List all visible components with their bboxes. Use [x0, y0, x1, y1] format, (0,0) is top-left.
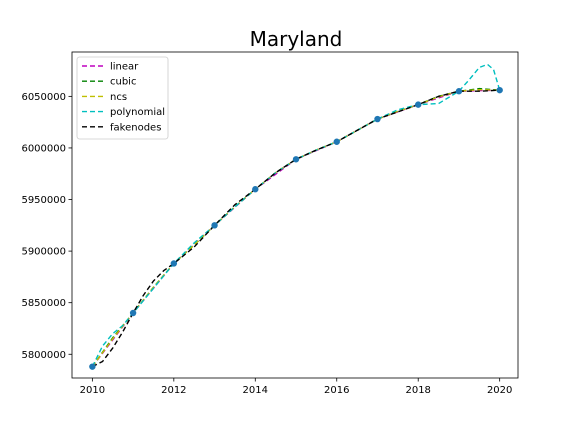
y-tick-label: 5800000 [21, 350, 66, 361]
legend-label-linear: linear [110, 62, 139, 73]
y-axis-ticks: 5800000 5850000 5900000 5950000 6000000 60500… [21, 92, 72, 361]
legend: linear cubic ncs polynomial fakenodes [76, 56, 169, 140]
data-point [415, 101, 422, 108]
legend-label-polynomial: polynomial [110, 107, 165, 118]
data-point [292, 156, 300, 163]
x-axis-ticks: 2010 2012 2014 2016 2018 2020 [80, 378, 512, 396]
y-tick-label: 5850000 [21, 298, 66, 309]
legend-label-fakenodes: fakenodes [110, 122, 161, 133]
legend-label-ncs: ncs [110, 92, 127, 103]
data-point [252, 186, 259, 193]
y-tick-label: 5900000 [21, 247, 66, 258]
marker-layer [89, 86, 503, 370]
x-tick-label: 2018 [405, 385, 430, 396]
data-point [170, 260, 178, 267]
y-tick-label: 6050000 [21, 92, 66, 103]
data-point [211, 222, 218, 229]
legend-label-cubic: cubic [110, 77, 136, 88]
axes-frame [71, 51, 519, 379]
legend-box [76, 56, 169, 140]
chart-title: Maryland [250, 27, 343, 51]
data-point [129, 309, 137, 317]
x-tick-label: 2016 [324, 385, 349, 396]
data-point [496, 86, 503, 94]
x-tick-label: 2020 [487, 385, 512, 396]
x-tick-label: 2010 [80, 385, 105, 396]
y-tick-label: 6000000 [21, 143, 66, 154]
data-point [333, 138, 340, 145]
data-point [89, 363, 96, 370]
data-point [455, 88, 463, 95]
plot-area: 2010 2012 2014 2016 2018 2020 580000058500005… [21, 51, 519, 396]
x-tick-label: 2012 [161, 385, 186, 396]
x-tick-label: 2014 [243, 385, 268, 396]
data-point [374, 115, 381, 123]
y-tick-label: 5950000 [21, 195, 66, 206]
